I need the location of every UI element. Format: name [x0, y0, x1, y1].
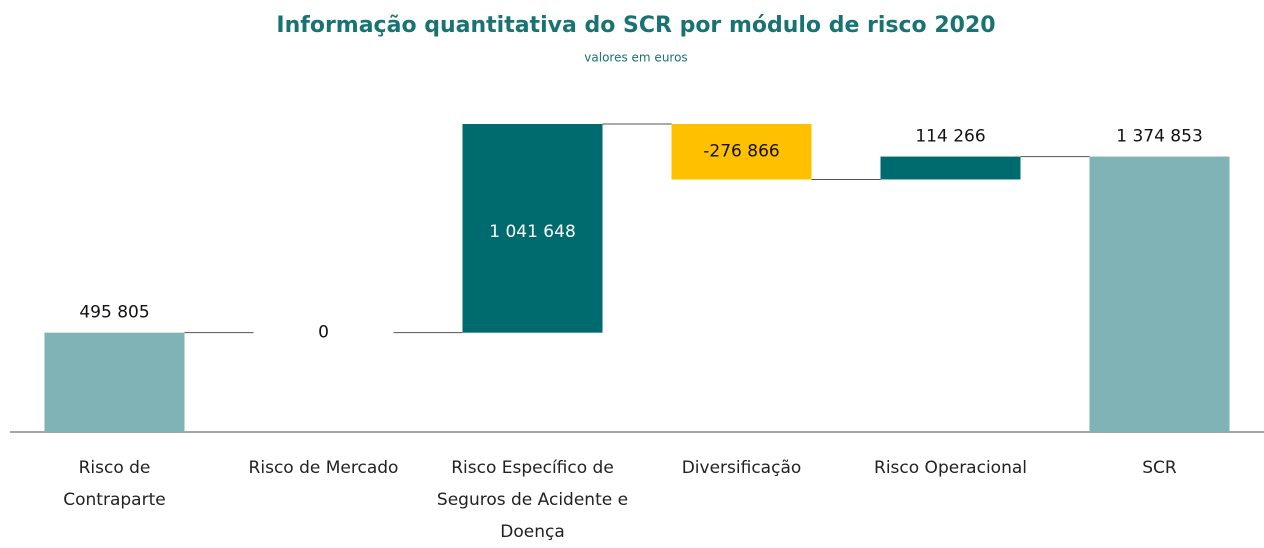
bar — [671, 124, 812, 180]
x-tick-label: Risco Específico de Seguros de Acidente … — [436, 458, 629, 542]
value-label: 1 374 853 — [1116, 127, 1203, 147]
x-tick-label: Diversificação — [681, 458, 802, 478]
chart-title: Informação quantitativa do SCR por módul… — [276, 13, 995, 38]
chart-subtitle: valores em euros — [584, 51, 687, 65]
bar — [880, 156, 1021, 180]
value-label: 0 — [318, 323, 329, 343]
x-tick-label: Risco de Contraparte — [63, 458, 166, 510]
bar — [44, 332, 185, 432]
value-label: 495 805 — [79, 303, 149, 323]
value-label: 114 266 — [915, 127, 985, 147]
value-label: -276 866 — [703, 142, 779, 162]
bar — [1089, 156, 1230, 433]
x-tick-label: Risco de Mercado — [248, 458, 399, 478]
bar — [462, 124, 603, 333]
x-tick-label: Risco Operacional — [874, 458, 1027, 478]
x-tick-label: SCR — [1142, 458, 1177, 478]
value-label: 1 041 648 — [489, 222, 576, 242]
